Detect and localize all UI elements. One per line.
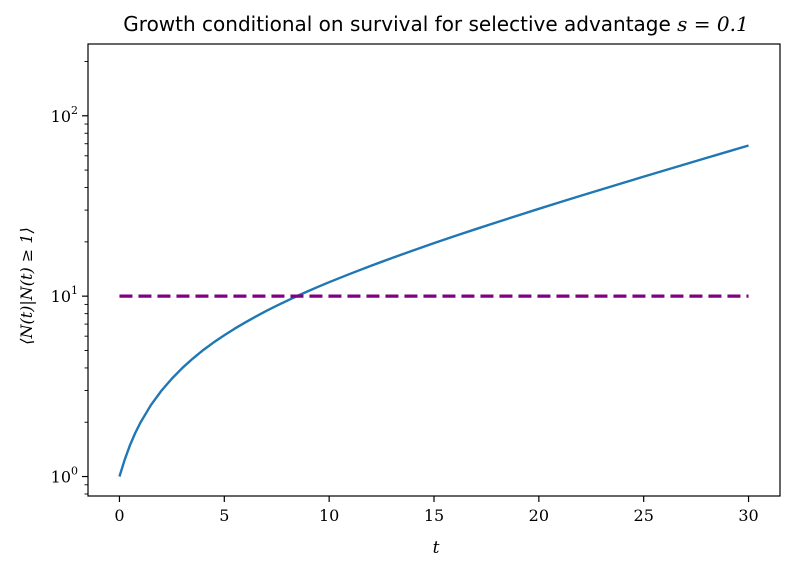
chart-title-prefix: Growth conditional on survival for selec… <box>123 12 677 36</box>
x-tick-label: 15 <box>424 506 444 525</box>
x-tick-label: 5 <box>219 506 229 525</box>
plot-area <box>118 144 749 477</box>
x-tick-label: 0 <box>114 506 124 525</box>
y-tick-label: 101 <box>51 284 78 306</box>
x-tick-label: 30 <box>738 506 758 525</box>
axes: 0 5 10 15 20 25 30 100 101 102 <box>51 43 781 525</box>
x-tick-label: 20 <box>529 506 549 525</box>
growth-curve-line <box>118 144 749 477</box>
x-tick-label: 10 <box>319 506 339 525</box>
x-axis-label: t <box>433 538 440 558</box>
x-tick-label: 25 <box>634 506 654 525</box>
y-tick-label: 102 <box>51 104 78 126</box>
plot-frame <box>87 43 781 497</box>
chart-title: Growth conditional on survival for selec… <box>123 12 748 36</box>
chart-title-math: s = 0.1 <box>677 12 749 36</box>
y-tick-label: 100 <box>51 465 78 487</box>
y-axis-label: ⟨N(t)|N(t) ≥ 1⟩ <box>17 227 36 344</box>
